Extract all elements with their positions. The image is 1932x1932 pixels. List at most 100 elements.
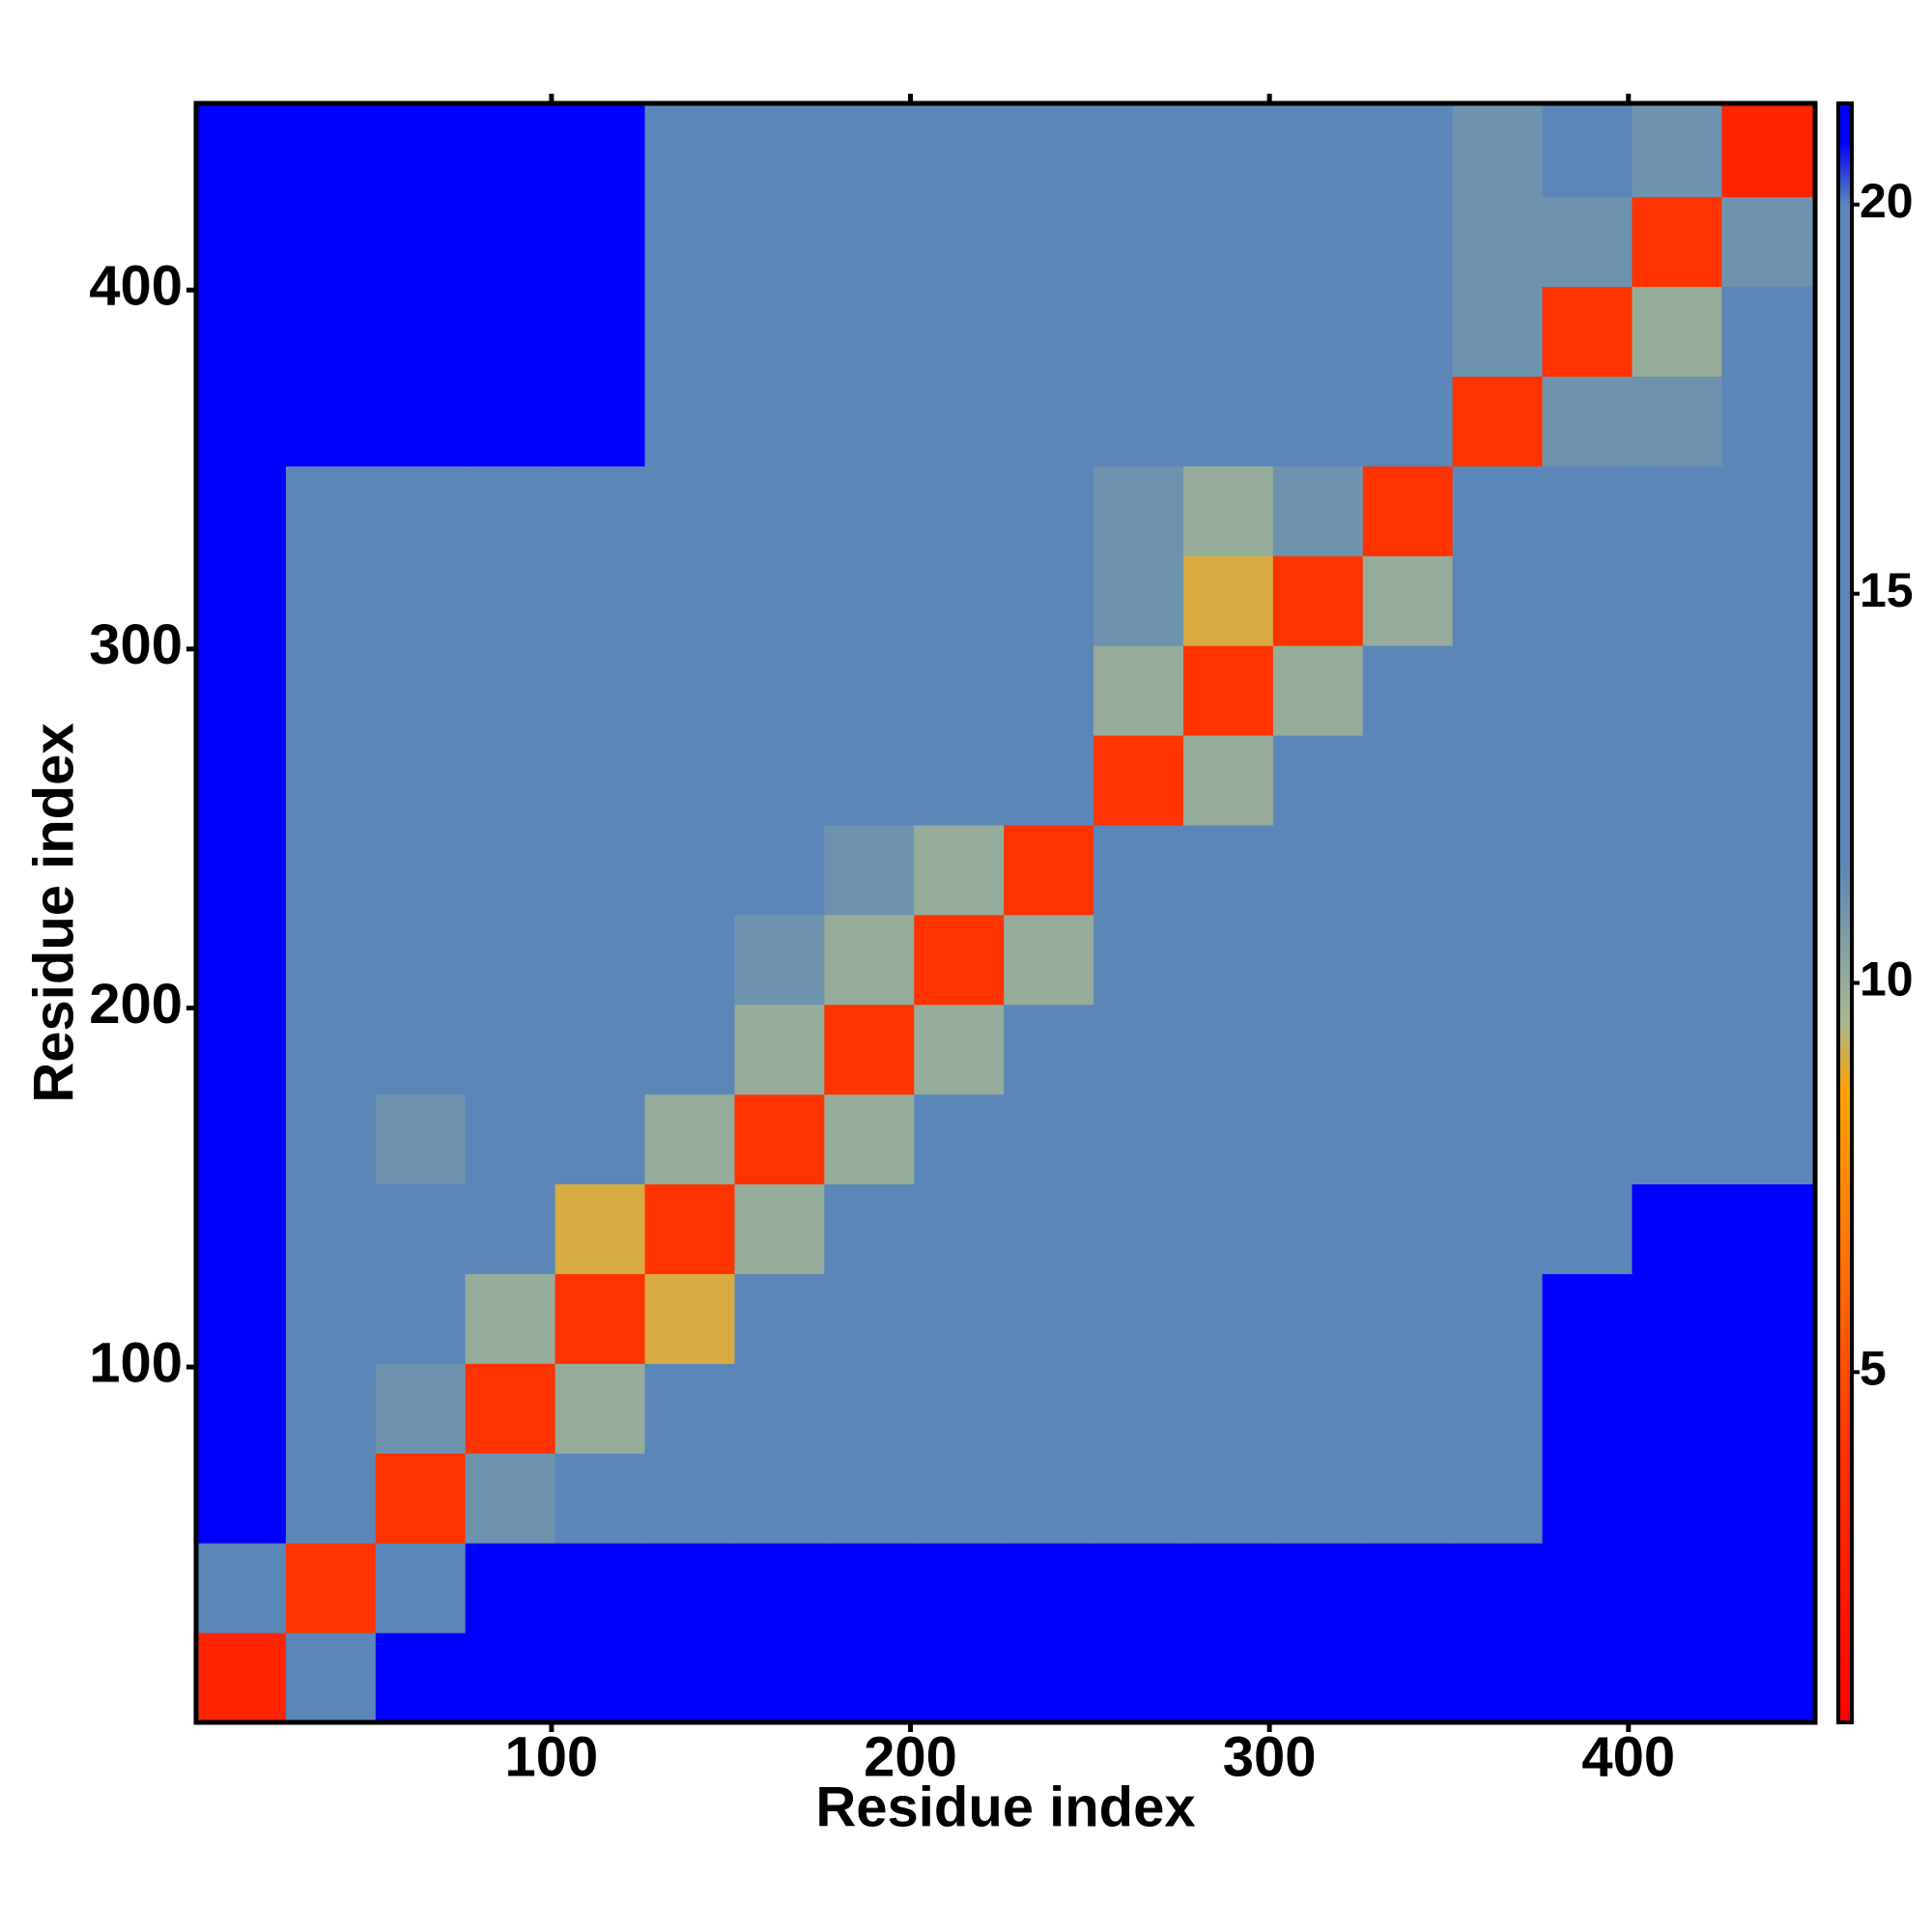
heatmap-cell [1362, 286, 1454, 377]
heatmap-cell [824, 824, 915, 916]
heatmap-cell [734, 103, 825, 198]
heatmap-cell [1004, 466, 1094, 556]
heatmap-cell [1272, 824, 1364, 916]
heatmap-cell [644, 1094, 735, 1185]
heatmap-cell [1632, 376, 1722, 467]
colorbar-tick-label: 15 [1860, 563, 1914, 617]
heatmap-cell [1094, 196, 1184, 288]
heatmap-cell [1004, 735, 1094, 826]
heatmap-cell [824, 1543, 915, 1634]
heatmap-cell [1004, 103, 1094, 198]
heatmap-cell [285, 1273, 377, 1364]
heatmap-cell [1004, 1273, 1094, 1364]
heatmap-cell [196, 376, 287, 467]
heatmap-cell [734, 645, 825, 736]
heatmap-cell [196, 1363, 287, 1454]
x-axis-title: Residue index [815, 1776, 1195, 1838]
heatmap-cell [914, 466, 1005, 556]
heatmap-cell [914, 1633, 1005, 1723]
heatmap-cell [1362, 466, 1454, 556]
heatmap-cell [554, 645, 646, 736]
heatmap-cell [824, 645, 915, 736]
heatmap-cell [1004, 376, 1094, 467]
heatmap-cell [285, 914, 377, 1006]
heatmap-cell [734, 1543, 825, 1634]
heatmap-cell [1452, 286, 1544, 377]
heatmap-cell [734, 1633, 825, 1723]
heatmap-cell [1452, 1633, 1544, 1723]
heatmap-cell [914, 735, 1005, 826]
heatmap-cell [465, 286, 556, 377]
heatmap-cell [644, 914, 735, 1006]
heatmap-cell [1094, 1183, 1184, 1274]
heatmap-cell [914, 1453, 1005, 1544]
heatmap-cell [285, 1453, 377, 1544]
heatmap-cell [196, 824, 287, 916]
heatmap-cell [285, 376, 377, 467]
heatmap-cell [285, 196, 377, 288]
heatmap-cell [285, 1633, 377, 1723]
colorbar-tick-label: 10 [1860, 952, 1914, 1007]
heatmap-cell [1182, 103, 1274, 198]
heatmap-cell [1272, 1543, 1364, 1634]
heatmap-cell [465, 824, 556, 916]
heatmap-cell [1362, 1094, 1454, 1185]
heatmap-cell [465, 1004, 556, 1095]
y-axis-title: Residue index [22, 723, 85, 1102]
heatmap-cell [196, 466, 287, 556]
heatmap-cell [285, 645, 377, 736]
heatmap-cell [1094, 1004, 1184, 1095]
heatmap-cell [1721, 555, 1816, 646]
heatmap-cell [1721, 103, 1816, 198]
heatmap-cell [375, 1363, 467, 1454]
heatmap-cell [734, 196, 825, 288]
heatmap-cell [1632, 824, 1722, 916]
heatmap-cell [1721, 286, 1816, 377]
heatmap-cell [1721, 1453, 1816, 1544]
heatmap-cell [644, 1273, 735, 1364]
heatmap-cell [1452, 1094, 1544, 1185]
heatmap-cell [734, 1453, 825, 1544]
heatmap-cell [1721, 1094, 1816, 1185]
heatmap-cell [1094, 1633, 1184, 1723]
heatmap-cell [375, 645, 467, 736]
heatmap-cell [1542, 1094, 1633, 1185]
heatmap-cell [554, 466, 646, 556]
heatmap-cell [1004, 1363, 1094, 1454]
heatmap-cell [1362, 1453, 1454, 1544]
colorbar-tick-label: 20 [1860, 174, 1914, 228]
heatmap-cell [1452, 196, 1544, 288]
heatmap-cell [1094, 1094, 1184, 1185]
heatmap-cell [1272, 466, 1364, 556]
heatmap-cell [1362, 914, 1454, 1006]
heatmap-cell [1632, 1453, 1722, 1544]
heatmap-cell [1542, 1633, 1633, 1723]
heatmap-cell [375, 1543, 467, 1634]
heatmap-cell [1182, 376, 1274, 467]
heatmap-cell [375, 1094, 467, 1185]
heatmap-cell [1272, 1273, 1364, 1364]
heatmap-cell [734, 914, 825, 1006]
heatmap-cell [554, 1183, 646, 1274]
heatmap-cell [1094, 1273, 1184, 1364]
heatmap-cell [914, 103, 1005, 198]
heatmap-cell [1362, 1273, 1454, 1364]
heatmap-cell [1182, 1183, 1274, 1274]
heatmap-cell [1452, 735, 1544, 826]
heatmap-cell [824, 1633, 915, 1723]
heatmap-cell [734, 466, 825, 556]
heatmap-cell [1362, 1004, 1454, 1095]
heatmap-cell [914, 376, 1005, 467]
heatmap-cell [1182, 1273, 1274, 1364]
heatmap-cell [1721, 735, 1816, 826]
x-tick-label: 100 [505, 1725, 599, 1788]
heatmap-cell [1362, 645, 1454, 736]
heatmap-cell [554, 1543, 646, 1634]
heatmap-cell [465, 376, 556, 467]
heatmap-cell [285, 824, 377, 916]
heatmap-cell [1542, 735, 1633, 826]
heatmap-cell [824, 735, 915, 826]
heatmap-cell [465, 1183, 556, 1274]
heatmap-cell [914, 1543, 1005, 1634]
y-tick-label: 400 [89, 255, 183, 318]
